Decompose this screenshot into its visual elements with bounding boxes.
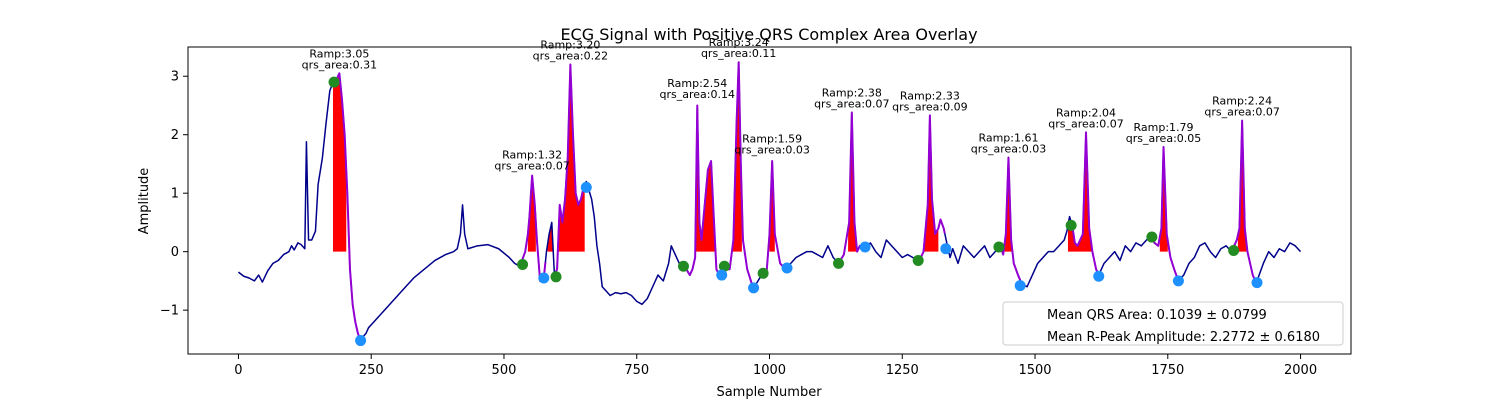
x-tick-label-1: 250 <box>359 363 384 378</box>
qrs-onset-marker-7 <box>912 254 924 266</box>
y-tick-label-1: 0 <box>171 245 179 260</box>
qrs-segment-3 <box>682 104 724 279</box>
legend-box <box>1002 301 1344 346</box>
peak-annotation-4-line-1: qrs_area:0.11 <box>701 47 776 60</box>
qrs-offset-marker-7 <box>940 243 952 255</box>
qrs-segment-10 <box>1149 145 1179 279</box>
peak-annotation-6-line-0: Ramp:2.38 <box>822 86 882 99</box>
qrs-onset-marker-11 <box>1228 245 1240 256</box>
plot-area <box>237 61 1302 347</box>
qrs-area-fill-10 <box>1067 132 1094 252</box>
peak-annotation-1-line-0: Ramp:1.32 <box>502 148 562 161</box>
peak-annotation-11-line-0: Ramp:2.24 <box>1212 95 1272 108</box>
qrs-segment-9 <box>1070 131 1100 276</box>
peak-annotation-8-line-1: qrs_area:0.03 <box>971 143 1046 156</box>
peak-annotation-0-line-0: Ramp:3.05 <box>309 47 369 60</box>
y-tick-label-2: 1 <box>171 187 179 202</box>
x-tick-label-4: 1000 <box>753 363 786 378</box>
qrs-segment-5 <box>760 160 787 276</box>
y-tick-label-3: 2 <box>171 128 179 143</box>
peak-annotation-3-line-1: qrs_area:0.14 <box>660 88 735 101</box>
qrs-offset-marker-3 <box>716 269 728 281</box>
legend-entry-qrs-area: Mean QRS Area: 0.1039 ± 0.0799 <box>1047 308 1267 323</box>
qrs-offset-marker-0 <box>355 335 367 347</box>
peak-annotation-0-line-1: qrs_area:0.31 <box>302 58 377 71</box>
peak-annotation-5-line-0: Ramp:1.59 <box>742 133 802 146</box>
qrs-onset-marker-1 <box>517 259 529 271</box>
qrs-offset-marker-1 <box>538 272 550 284</box>
peak-annotation-9-line-0: Ramp:2.04 <box>1056 106 1116 119</box>
qrs-offset-marker-10 <box>1172 275 1184 287</box>
qrs-onset-marker-10 <box>1146 231 1158 243</box>
annotations: Ramp:3.05qrs_area:0.31Ramp:1.32qrs_area:… <box>302 36 1280 172</box>
qrs-offset-marker-9 <box>1093 270 1105 282</box>
peak-annotation-5-line-1: qrs_area:0.03 <box>734 144 809 157</box>
qrs-offset-marker-11 <box>1251 277 1263 289</box>
peak-annotation-6-line-1: qrs_area:0.07 <box>814 97 889 110</box>
qrs-offset-marker-4 <box>748 282 760 294</box>
qrs-segment-11 <box>1231 119 1258 282</box>
qrs-onset-marker-8 <box>993 241 1005 253</box>
y-tick-label-4: 3 <box>171 70 179 85</box>
x-axis-ticks: 0 250 500 750 1000 1250 1500 1750 2000 <box>234 354 1317 378</box>
qrs-onset-marker-2 <box>550 271 562 283</box>
qrs-onset-marker-6 <box>833 257 845 269</box>
peak-annotation-4-line-0: Ramp:3.24 <box>709 36 769 49</box>
qrs-area-fill-6 <box>769 161 775 252</box>
legend-entry-r-peak: Mean R-Peak Amplitude: 2.2772 ± 0.6180 <box>1047 330 1320 345</box>
qrs-onset-marker-9 <box>1065 219 1077 231</box>
peak-annotation-7-line-0: Ramp:2.33 <box>900 89 960 102</box>
peak-annotation-10-line-0: Ramp:1.79 <box>1134 121 1194 134</box>
peak-annotation-1-line-1: qrs_area:0.07 <box>494 159 569 172</box>
qrs-onset-marker-4 <box>718 260 730 272</box>
x-tick-label-3: 750 <box>624 363 649 378</box>
qrs-segment-4 <box>728 61 754 287</box>
y-tick-label-0: −1 <box>160 304 179 319</box>
qrs-offset-marker-8 <box>1014 280 1026 292</box>
peak-annotation-11-line-1: qrs_area:0.07 <box>1204 106 1279 119</box>
qrs-offset-marker-6 <box>859 241 871 253</box>
peak-annotation-9-line-1: qrs_area:0.07 <box>1048 117 1123 130</box>
qrs-segment-2 <box>553 63 586 276</box>
qrs-onset-marker-5 <box>757 267 769 279</box>
qrs-onset-marker-0 <box>328 76 340 88</box>
chart-title: ECG Signal with Positive QRS Complex Are… <box>560 25 977 44</box>
peak-annotation-3-line-0: Ramp:2.54 <box>667 77 727 90</box>
x-tick-label-5: 1250 <box>886 363 919 378</box>
peak-annotation-8-line-0: Ramp:1.61 <box>978 132 1038 145</box>
x-tick-label-8: 2000 <box>1284 363 1317 378</box>
peak-annotation-2-line-0: Ramp:3.20 <box>540 39 600 52</box>
qrs-onset-marker-3 <box>677 260 689 272</box>
peak-annotation-10-line-1: qrs_area:0.05 <box>1126 132 1201 145</box>
x-tick-label-7: 1750 <box>1151 363 1184 378</box>
x-axis-label: Sample Number <box>716 385 822 400</box>
qrs-offset-marker-2 <box>580 181 592 193</box>
qrs-offset-marker-5 <box>781 262 793 274</box>
qrs-segment-0 <box>332 72 363 342</box>
x-tick-label-0: 0 <box>234 363 242 378</box>
marker-layer <box>328 76 1263 347</box>
x-tick-label-2: 500 <box>492 363 517 378</box>
peak-annotation-7-line-1: qrs_area:0.09 <box>892 100 967 113</box>
y-axis-ticks: −1 0 1 2 3 <box>160 70 188 319</box>
y-axis-label: Amplitude <box>137 168 152 235</box>
x-tick-label-6: 1500 <box>1018 363 1051 378</box>
qrs-segment-7 <box>916 114 946 265</box>
peak-annotation-2-line-1: qrs_area:0.22 <box>533 50 608 63</box>
legend: Mean QRS Area: 0.1039 ± 0.0799 Mean R-Pe… <box>1002 301 1344 346</box>
